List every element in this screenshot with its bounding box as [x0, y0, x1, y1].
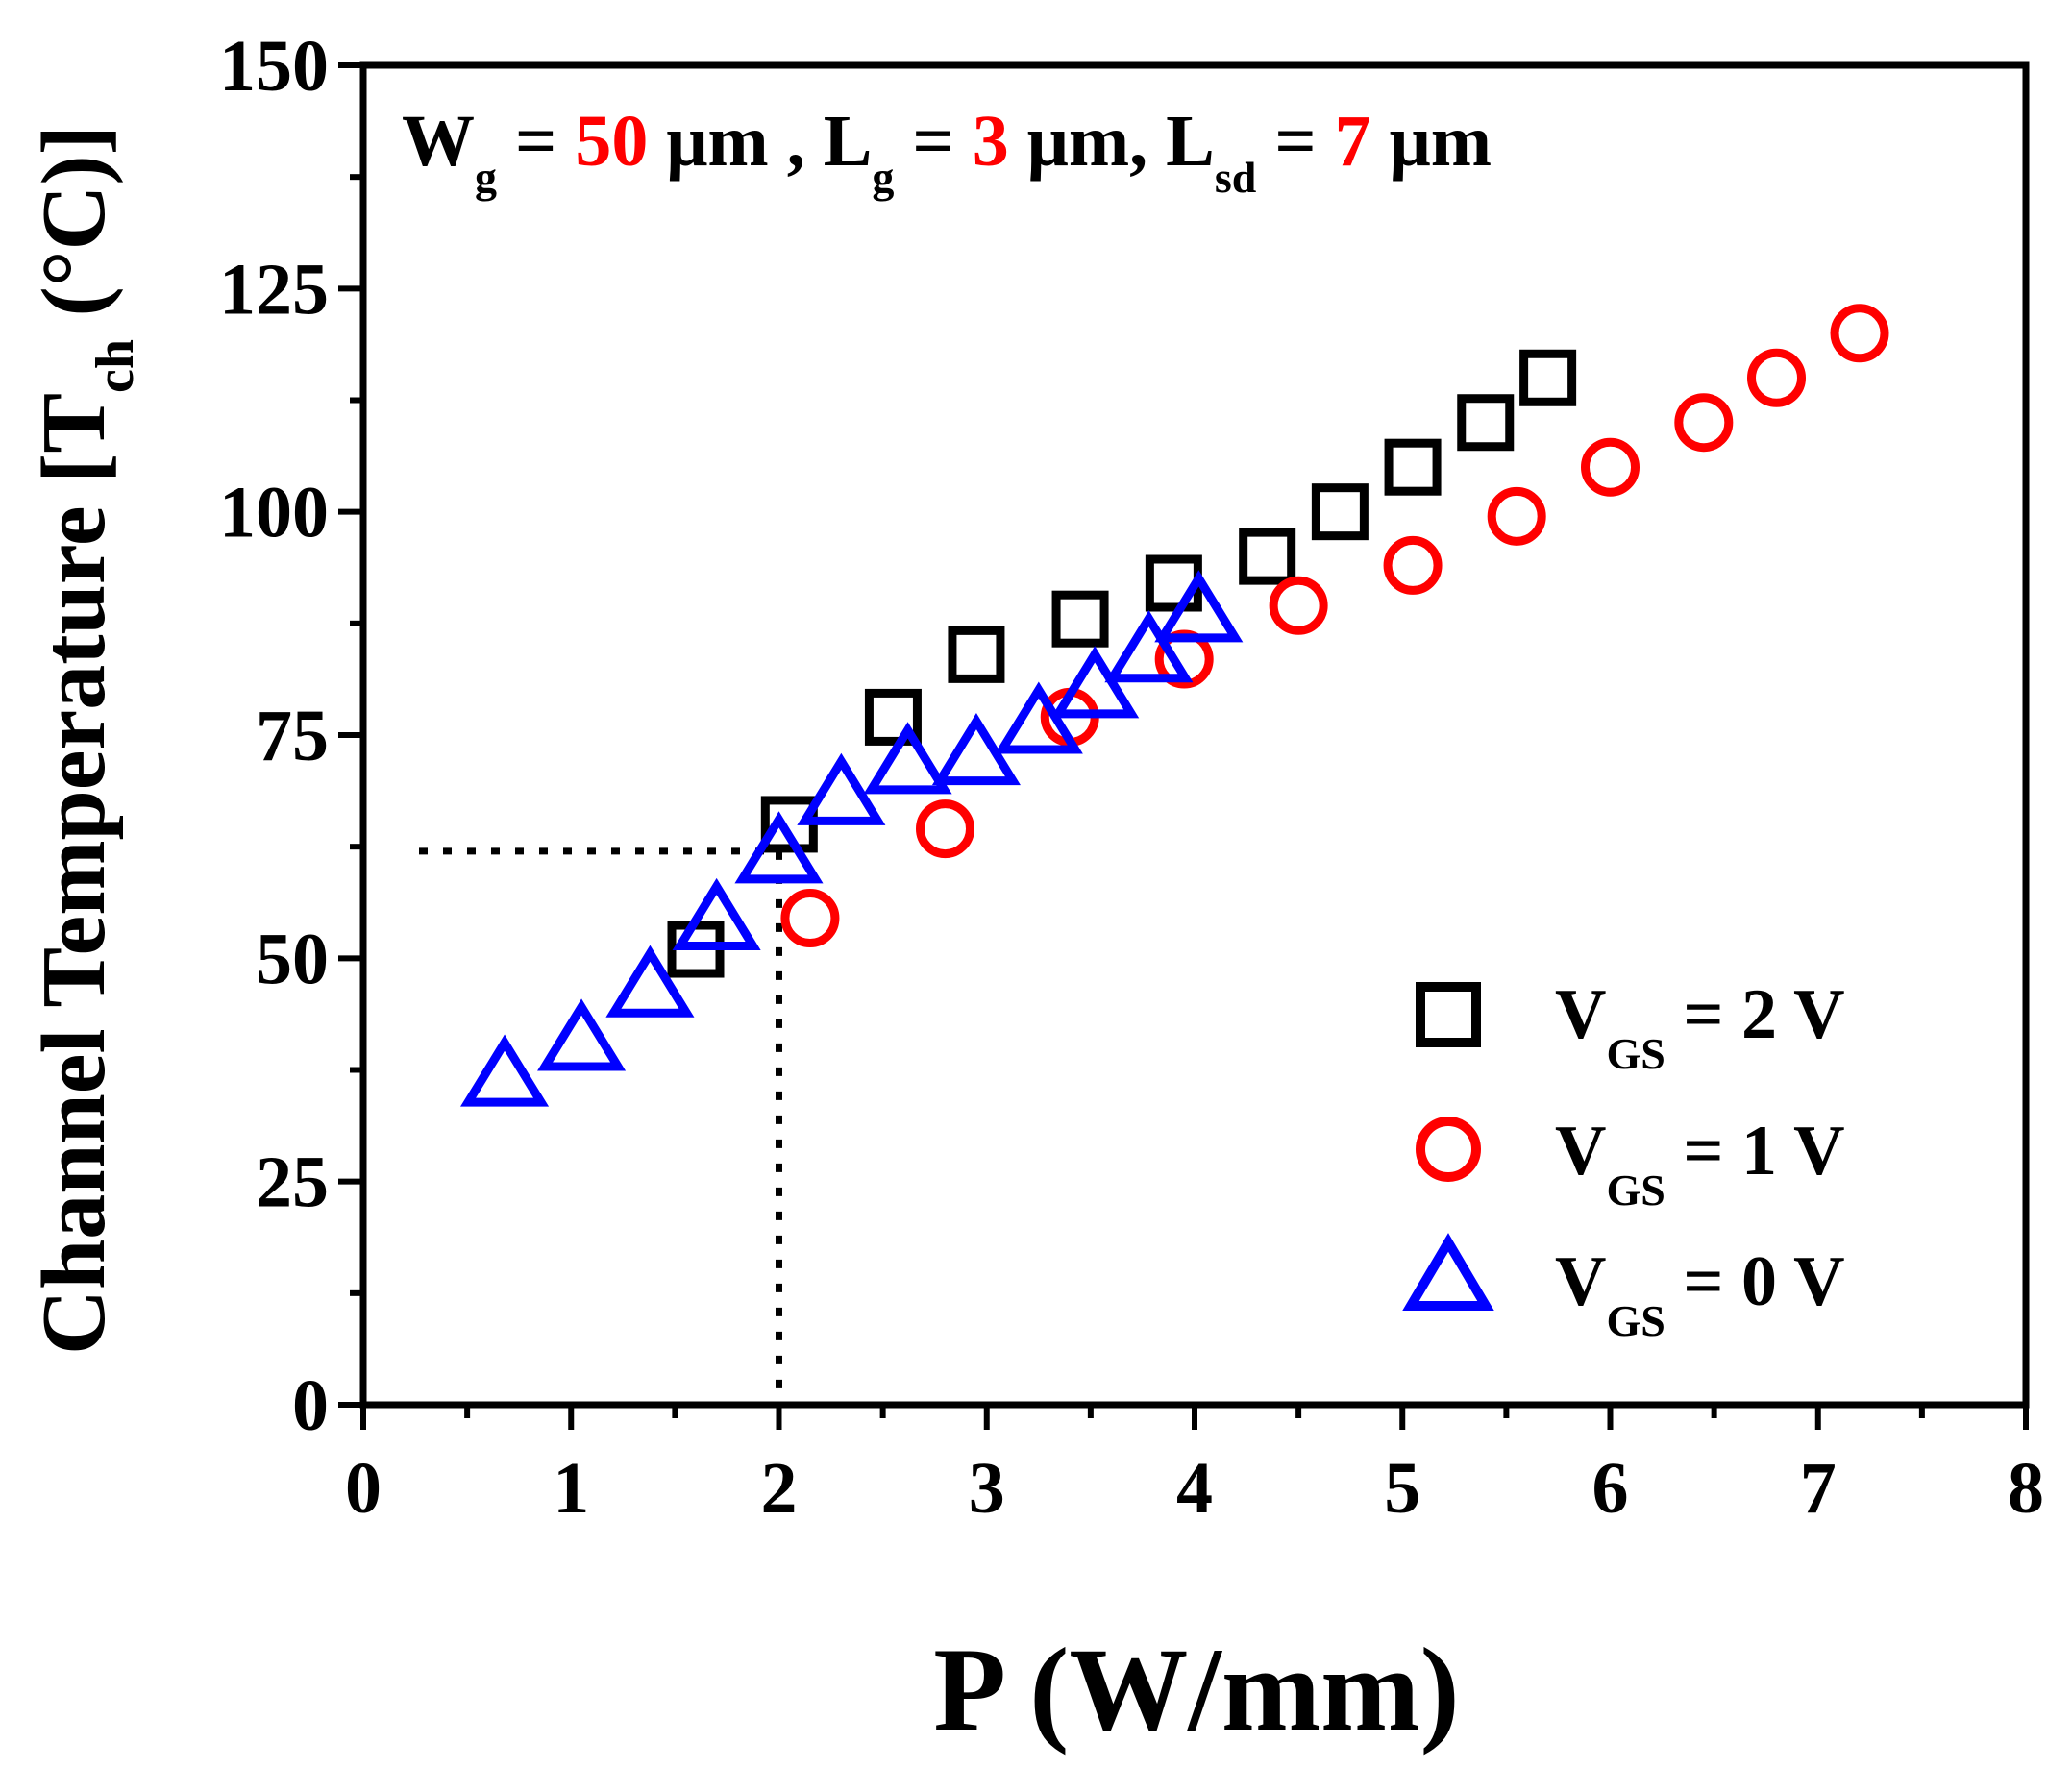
data-point-square [864, 688, 922, 746]
x-tick-label: 8 [2008, 1448, 2044, 1529]
data-point-square [1311, 483, 1369, 541]
lsd-equals: = [1256, 101, 1334, 182]
data-point-triangle [672, 877, 761, 951]
series-circle [780, 304, 1889, 948]
axis-ticks [338, 62, 2029, 1430]
data-point-circle [916, 799, 974, 859]
parameter-annotation: Wg = 50 μm , Lg = 3 μm, Lsd = 7 μm [402, 101, 1492, 202]
reference-lines [419, 847, 782, 1405]
lsd-subscript: sd [1215, 153, 1257, 202]
y-tick-label: 125 [219, 249, 329, 330]
lg-value: 3 [973, 101, 1009, 182]
legend-triangle-marker [1402, 1233, 1494, 1311]
data-point-circle [1487, 486, 1546, 546]
data-point-square [1384, 438, 1442, 496]
x-tick-label: 0 [345, 1448, 382, 1529]
y-axis-title: Channel Temperature [Tch (°C)] [24, 125, 145, 1355]
data-point-circle [1747, 348, 1806, 407]
legend-circle-marker [1416, 1117, 1481, 1182]
x-tick-label: 4 [1176, 1448, 1213, 1529]
lsd-unit: μm [1371, 101, 1492, 182]
data-point-square [1239, 528, 1296, 585]
legend-square-marker [1416, 982, 1481, 1047]
lsd-label: L [1166, 101, 1215, 182]
data-point-square [1145, 554, 1202, 612]
data-point-square [1051, 590, 1109, 648]
lg-subscript: g [872, 153, 894, 202]
axis-tick-labels: 0 1 2 3 4 5 6 7 8 0 25 50 75 100 125 150 [219, 26, 2044, 1529]
legend-label-vgs-2: VGS = 2 V [1555, 975, 1845, 1078]
data-point-triangle [734, 811, 824, 884]
y-tick-label: 75 [256, 696, 329, 776]
data-point-triangle [537, 998, 627, 1071]
data-point-square [1457, 394, 1515, 452]
data-point-circle [1269, 576, 1328, 635]
y-tick-label: 150 [219, 26, 329, 107]
y-tick-label: 50 [256, 919, 329, 999]
series-triangle [460, 570, 1244, 1107]
data-point-triangle [1050, 646, 1140, 719]
legend-label-vgs-1: VGS = 1 V [1555, 1112, 1845, 1215]
data-point-circle [1581, 437, 1640, 497]
data-point-triangle [605, 945, 695, 1018]
x-tick-label: 6 [1592, 1448, 1629, 1529]
wg-subscript: g [475, 153, 497, 202]
y-tick-label: 100 [219, 473, 329, 553]
x-tick-label: 2 [761, 1448, 798, 1529]
x-tick-label: 1 [553, 1448, 589, 1529]
legend: VGS = 2 V VGS = 1 V VGS = 0 V [1402, 975, 1845, 1345]
data-point-square [948, 626, 1005, 683]
data-point-circle [1674, 393, 1734, 453]
x-tick-label: 3 [969, 1448, 1005, 1529]
x-tick-label: 7 [1800, 1448, 1837, 1529]
data-point-triangle [863, 722, 952, 795]
y-tick-label: 0 [292, 1365, 329, 1446]
data-point-square [1519, 349, 1577, 406]
data-point-circle [1830, 304, 1889, 363]
legend-label-vgs-0: VGS = 0 V [1555, 1242, 1845, 1345]
lsd-value: 7 [1335, 101, 1371, 182]
wg-label: W [402, 101, 475, 182]
data-markers [460, 304, 1889, 1107]
data-point-triangle [797, 752, 886, 825]
data-point-circle [780, 889, 840, 948]
lg-label: L [824, 101, 873, 182]
x-axis-title: P (W/mm) [933, 1624, 1460, 1756]
data-point-circle [1383, 535, 1443, 595]
wg-value: 50 [575, 101, 648, 182]
lg-unit: μm, [1009, 101, 1166, 182]
plot-border [359, 61, 2030, 1409]
data-point-triangle [1154, 570, 1244, 643]
x-tick-label: 5 [1384, 1448, 1420, 1529]
data-point-triangle [931, 712, 1021, 786]
wg-equals: = [497, 101, 575, 182]
data-point-triangle [994, 681, 1083, 754]
lg-equals: = [894, 101, 972, 182]
data-point-triangle [460, 1034, 550, 1107]
plot-frame [359, 61, 2030, 1409]
y-tick-label: 25 [256, 1142, 329, 1223]
data-point-triangle [1104, 610, 1194, 683]
wg-unit: μm , [648, 101, 823, 182]
